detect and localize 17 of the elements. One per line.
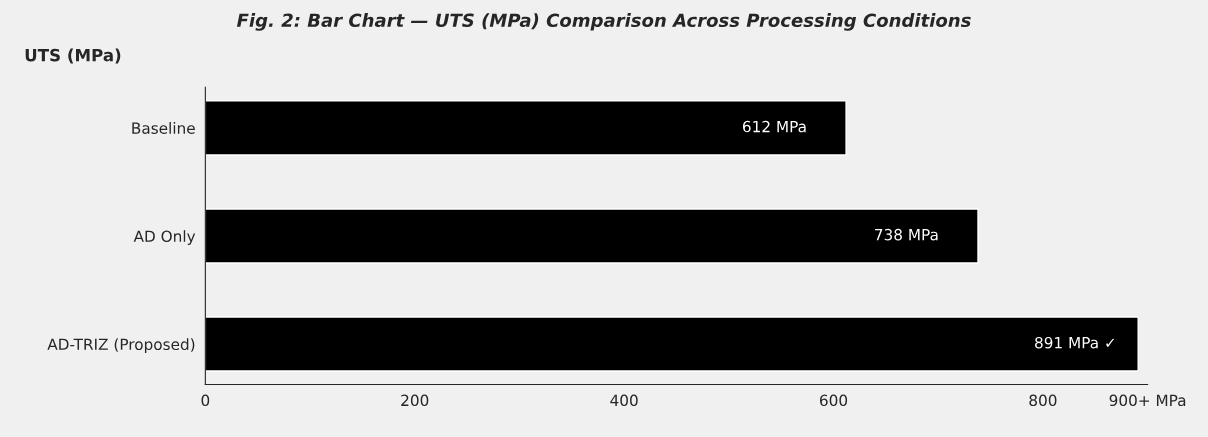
y-tick-label: AD-TRIZ (Proposed) (47, 338, 195, 354)
bar (205, 316, 1139, 372)
x-tick-label: 400 (610, 394, 638, 407)
y-tick-label: AD Only (133, 230, 196, 245)
bar (205, 100, 847, 156)
chart-title: Fig. 2: Bar Chart — UTS (MPa) Comparison Across Processing Conditions (236, 13, 971, 31)
x-tick-label: 600 (820, 394, 848, 407)
chart-subtitle: UTS (MPa) (25, 48, 121, 64)
data-label: 738 MPa (875, 228, 938, 241)
bar (205, 208, 979, 264)
data-label: 612 MPa (742, 120, 806, 133)
x-tick-label: 900+ MPa (1109, 394, 1186, 407)
data-label: 891 MPa ✓ (1035, 336, 1115, 349)
y-tick-label: Baseline (132, 122, 195, 134)
x-tick-label: 0 (201, 394, 210, 407)
x-tick-label: 200 (401, 394, 429, 407)
x-tick-label: 800 (1029, 394, 1057, 407)
